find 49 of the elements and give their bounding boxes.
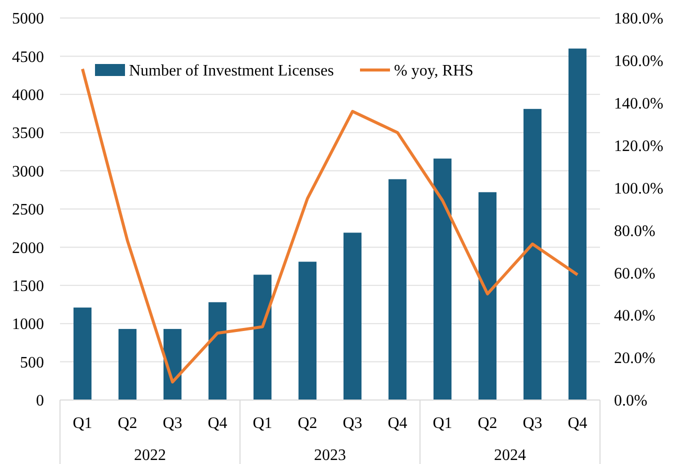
- bar: [388, 179, 406, 400]
- x-tick-label: Q3: [522, 415, 542, 432]
- y-tick-label: 5000: [12, 10, 44, 28]
- x-tick-label: Q4: [568, 415, 588, 432]
- bar: [74, 308, 92, 400]
- bar: [524, 108, 542, 400]
- y-tick-label: 4000: [12, 87, 44, 104]
- text: 2024: [494, 447, 526, 464]
- y-tick-label: 1000: [12, 316, 44, 334]
- bar: [208, 302, 226, 400]
- y-tick-label: 0: [36, 392, 44, 410]
- y2-tick-label: 80.0%: [614, 222, 656, 240]
- x-tick-label: Q3: [162, 415, 182, 432]
- bar: [344, 232, 362, 400]
- x-tick-label: Q1: [72, 415, 92, 432]
- y-tick-label: 4500: [12, 48, 44, 66]
- y2-tick-label: 180.0%: [614, 10, 664, 28]
- x-tick-label: Q4: [388, 415, 408, 432]
- y2-tick-label: 0.0%: [614, 392, 648, 410]
- legend-label: Number of Investment Licenses: [129, 62, 334, 80]
- bar: [118, 328, 136, 400]
- x-tick-label: Q2: [478, 415, 498, 432]
- text: 2022: [134, 447, 166, 464]
- y-tick-label: 1500: [12, 278, 44, 295]
- y2-tick-label: 100.0%: [614, 180, 664, 198]
- y2-tick-label: 20.0%: [614, 350, 656, 368]
- x-tick-label: Q2: [118, 415, 138, 432]
- x-tick-label: Q4: [208, 415, 228, 432]
- y-tick-label: 2500: [12, 202, 44, 219]
- text: 2023: [314, 447, 346, 464]
- y2-tick-label: 40.0%: [614, 308, 656, 325]
- bar: [254, 274, 272, 400]
- y-tick-label: 500: [20, 354, 44, 372]
- x-tick-label: Q1: [252, 415, 272, 432]
- bar: [434, 158, 452, 400]
- x-tick-label: Q1: [432, 415, 452, 432]
- y2-tick-label: 160.0%: [614, 53, 664, 70]
- y2-tick-label: 60.0%: [614, 265, 656, 282]
- x-tick-label: Q3: [342, 415, 362, 432]
- legend-label: % yoy, RHS: [394, 62, 474, 80]
- y2-tick-label: 140.0%: [614, 95, 664, 112]
- bar: [298, 262, 316, 400]
- y-tick-label: 3500: [12, 125, 44, 142]
- x-tick-label: Q2: [298, 415, 318, 432]
- y-tick-label: 3000: [12, 163, 44, 180]
- bar: [568, 48, 586, 400]
- bar: [478, 192, 496, 400]
- y-tick-label: 2000: [12, 240, 44, 257]
- y2-tick-label: 120.0%: [614, 138, 664, 155]
